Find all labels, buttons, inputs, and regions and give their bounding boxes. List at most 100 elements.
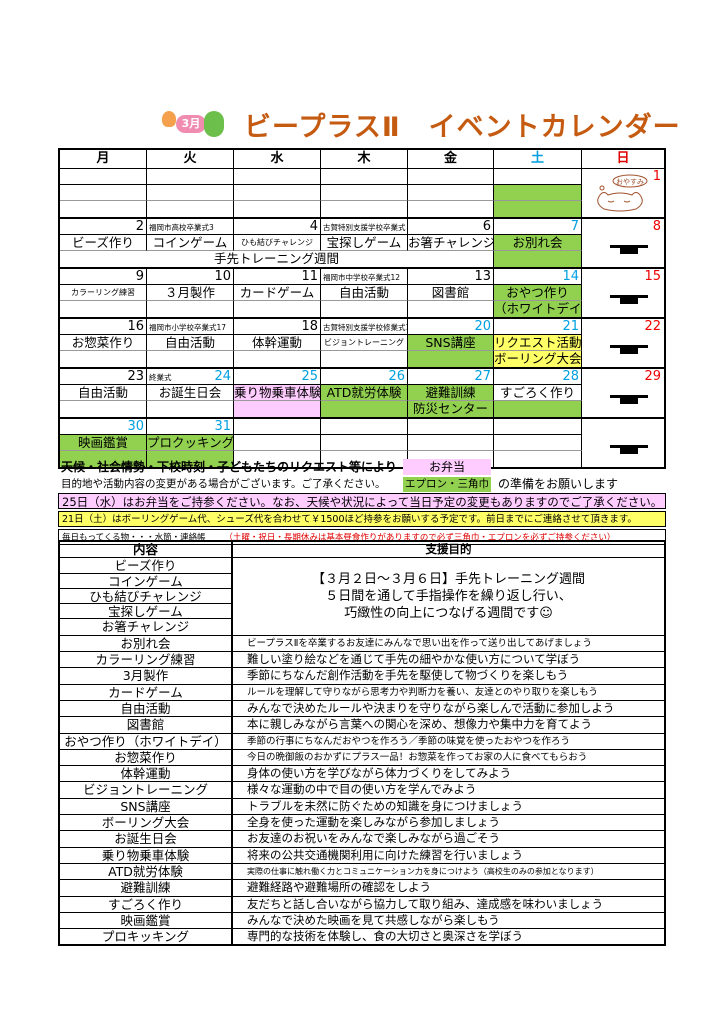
event-cell[interactable]: ひも結びチャレンジ xyxy=(234,235,321,251)
day-date-cell: 31 xyxy=(147,419,234,435)
day-number: 28 xyxy=(562,369,579,384)
table-row-name: コインゲーム xyxy=(60,573,233,589)
day-date-cell: 25 xyxy=(234,369,321,385)
weekday-1: 火 xyxy=(147,150,234,168)
daily-items-text: 毎日もってくる物・・・水筒・連絡帳 xyxy=(62,533,206,543)
table-row: すごろく作り 友だちと話し合いながら協力して取り組み、達成感を味わいましょう xyxy=(60,896,664,913)
day-date-cell: 13 xyxy=(408,269,494,285)
sunday-date: 15 xyxy=(644,269,661,284)
table-row: 避難訓練 避難経路や避難場所の確認をしよう xyxy=(60,880,664,897)
day-date-cell: 30 xyxy=(60,419,147,435)
event-cell xyxy=(408,351,494,367)
event-cell[interactable]: お箸チャレンジ xyxy=(408,235,494,251)
event-cell[interactable]: 防災センター xyxy=(408,401,494,417)
event-cell[interactable]: おやつ作り xyxy=(494,285,582,301)
day-number: 27 xyxy=(474,369,491,384)
day-date-cell xyxy=(321,169,408,185)
event-cell[interactable]: 自由活動 xyxy=(147,335,234,351)
activity-name: すごろく作り xyxy=(60,896,233,912)
event-cell xyxy=(321,351,408,367)
day-date-cell xyxy=(321,419,408,435)
activity-purpose: みんなで決めた映画を見て共感しながら楽しもう xyxy=(247,912,500,927)
activity-name: 体幹運動 xyxy=(60,766,233,782)
training-week-purpose: 【３月２日～３月６日】手先トレーニング週間 ５日間を通して手指操作を繰り返し行い、… xyxy=(233,558,664,634)
weekday-2: 水 xyxy=(234,150,321,168)
event-cell[interactable]: 避難訓練 xyxy=(408,385,494,401)
event-cell xyxy=(234,201,321,217)
day-date-cell: 9 xyxy=(60,269,147,285)
event-cell[interactable]: ATD就労体験 xyxy=(321,385,408,401)
table-row-name: ひも結びチャレンジ xyxy=(60,588,233,605)
event-cell[interactable]: 自由活動 xyxy=(321,285,408,301)
change-notice-line2: 目的地や活動内容の変更がある場合がございます。ご了承ください。 xyxy=(61,478,386,490)
activity-purpose: 様々な運動の中で目の使い方を学んでみよう xyxy=(247,782,477,797)
day-date-cell: 4 xyxy=(234,219,321,235)
event-cell[interactable]: リクエスト活動 xyxy=(494,335,582,351)
event-cell xyxy=(60,301,147,317)
activity-name: おやつ作り（ホワイトデイ） xyxy=(60,733,233,749)
column-header-purpose: 支援目的 xyxy=(425,542,472,556)
march-mascot-logo: 3月 xyxy=(160,107,230,141)
event-cell xyxy=(321,201,408,217)
event-cell[interactable]: ビジョントレーニング xyxy=(321,335,408,351)
event-cell xyxy=(147,201,234,217)
weekday-5: 土 xyxy=(494,150,582,168)
event-cell[interactable]: 乗り物乗車体験 xyxy=(234,385,321,401)
activity-name: 避難訓練 xyxy=(60,880,233,896)
day-date-cell: 古賀特別支援学校卒業式５ xyxy=(321,219,408,235)
calendar-week: 23 自由活動 終業式 24 お誕生日会 25 乗り物乗車体験 26 ATD就労体験 27 避難訓練… xyxy=(60,369,664,419)
activity-name: お別れ会 xyxy=(60,635,233,652)
event-cell[interactable]: ビーズ作り xyxy=(60,235,147,251)
bowling-notice: 21日（土）はボーリングゲーム代、シューズ代を合わせて￥1500ほど持参をお願い… xyxy=(58,511,666,527)
event-cell[interactable]: 宝探しゲーム xyxy=(321,235,408,251)
event-cell[interactable]: お惣菜作り xyxy=(60,335,147,351)
day-number: 11 xyxy=(301,269,318,284)
activity-purpose: 専門的な技術を体験し、食の大切さと奥深さを学ぼう xyxy=(247,929,523,944)
event-cell[interactable]: ３月製作 xyxy=(147,285,234,301)
event-cell xyxy=(147,401,234,417)
weekday-6: 日 xyxy=(616,151,630,166)
event-cell xyxy=(60,201,147,217)
day-date-cell: 28 xyxy=(494,369,582,385)
bento-notice: 25日（水）はお弁当をご持参ください。なお、天候や状況によって当日予定の変更もあ… xyxy=(58,493,666,509)
table-row-name: ビーズ作り xyxy=(60,558,233,574)
event-cell xyxy=(60,401,147,417)
table-row: おやつ作り（ホワイトデイ） 季節の行事にちなんだおやつを作ろう／季節の味覚を使った… xyxy=(60,733,664,750)
event-cell[interactable]: お別れ会 xyxy=(494,235,582,251)
event-cell[interactable]: プロクッキング xyxy=(147,435,234,451)
event-cell[interactable]: 自由活動 xyxy=(60,385,147,401)
event-cell[interactable]: カラーリング練習 xyxy=(60,285,147,301)
day-date-cell: 終業式 24 xyxy=(147,369,234,385)
day-number: 14 xyxy=(562,269,579,284)
page-title: ビープラスⅡ イベントカレンダー xyxy=(244,111,681,143)
event-cell[interactable]: すごろく作り xyxy=(494,385,582,401)
day-number: 26 xyxy=(388,369,405,384)
event-cell[interactable]: 体幹運動 xyxy=(234,335,321,351)
sunday-cell: 1 おやすみ xyxy=(582,169,664,217)
event-cell[interactable]: （ホワイトデイ） xyxy=(494,301,582,317)
day-note: 福岡市小学校卒業式17 xyxy=(149,323,227,332)
day-number: 23 xyxy=(127,369,144,384)
event-cell xyxy=(494,201,582,217)
table-row: ATD就労体験 実際の仕事に触れ働く力とコミュニケーション力を身につけよう（高校生… xyxy=(60,863,664,881)
event-cell xyxy=(494,435,582,451)
event-cell xyxy=(234,351,321,367)
event-cell[interactable]: SNS講座 xyxy=(408,335,494,351)
event-cell[interactable]: 映画鑑賞 xyxy=(60,435,147,451)
event-cell[interactable]: 図書館 xyxy=(408,285,494,301)
event-cell[interactable]: カードゲーム xyxy=(234,285,321,301)
day-date-cell: 福岡市中学校卒業式12 xyxy=(321,269,408,285)
weekday-header: 月火水木金土 日 xyxy=(60,150,664,169)
calendar-week: 9 カラーリング練習 10 ３月製作 11 カードゲーム 福岡市中学校卒業式12 自由活動 13… xyxy=(60,269,664,319)
event-cell[interactable]: コインゲーム xyxy=(147,235,234,251)
activity-name: プロキッキング xyxy=(60,929,233,945)
activity-purpose: 季節の行事にちなんだおやつを作ろう／季節の味覚を使ったおやつを作ろう xyxy=(247,735,571,747)
event-cell[interactable]: ボーリング大会 xyxy=(494,351,582,367)
day-number: 2 xyxy=(135,219,144,234)
sunday-date: 1 xyxy=(652,169,661,184)
activity-purpose: ビープラスⅡを卒業するお友達にみんなで思い出を作って送り出してあげましょう xyxy=(247,637,592,649)
day-number: 4 xyxy=(309,219,318,234)
table-row: プロキッキング 専門的な技術を体験し、食の大切さと奥深さを学ぼう xyxy=(60,929,664,945)
day-number: 20 xyxy=(474,319,491,334)
event-cell[interactable]: お誕生日会 xyxy=(147,385,234,401)
